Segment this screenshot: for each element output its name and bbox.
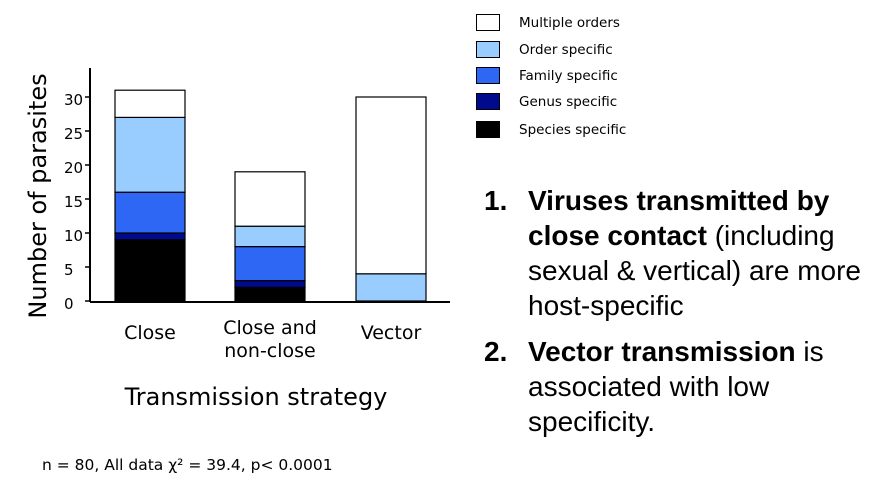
bar-segment [234,280,306,289]
key-point-number: 1. [484,185,508,216]
legend-label: Genus specific [519,94,618,110]
key-point-number: 2. [484,336,508,367]
key-point: 2. Vector transmission is associated with… [484,334,869,439]
key-points-list: 1. Viruses transmitted by close contact (… [484,183,869,450]
x-tick-label: Close [124,322,176,344]
y-tick-label: 0 [64,295,74,313]
bar-segment [114,89,186,118]
legend-swatch [476,121,500,138]
statistics-footnote: n = 80, All data χ² = 39.4, p< 0.0001 [42,456,333,474]
bar-segment [355,273,427,302]
y-tick-label: 5 [64,261,74,279]
bar-segment [234,171,306,227]
key-point-emphasis: Vector transmission [528,336,796,367]
legend-label: Species specific [519,122,627,138]
y-tick-label: 15 [64,193,83,211]
x-axis-title: Transmission strategy [124,383,388,411]
x-tick-label: Close and non-close [223,317,317,362]
legend-label: Order specific [519,42,613,58]
y-tick-label: 25 [64,125,83,143]
legend-label: Multiple orders [519,15,620,31]
y-tick-label: 20 [64,159,83,177]
key-point: 1. Viruses transmitted by close contact (… [484,183,869,323]
legend-label: Family specific [519,68,618,84]
y-axis-title: Number of parasites [24,73,52,318]
bar-segment [114,191,186,234]
key-point-text: (including sexual & vertical) are more h… [528,220,862,321]
y-tick-label: 10 [64,227,83,245]
bar-segment [355,96,427,275]
y-tick-label: 30 [64,91,83,109]
bar-segment [114,116,186,193]
legend-swatch [476,14,500,31]
bar-segment [234,225,306,248]
bar-segment [114,239,186,302]
bar-segment [114,232,186,241]
bar-segment [234,246,306,282]
bar-segment [234,286,306,302]
key-point-text: is associated with low specificity. [528,336,824,437]
key-point-emphasis: Viruses transmitted by close contact [528,185,830,251]
x-tick-label: Vector [361,322,422,344]
legend-swatch [476,41,500,58]
legend-swatch [476,93,500,110]
legend-swatch [476,67,500,84]
